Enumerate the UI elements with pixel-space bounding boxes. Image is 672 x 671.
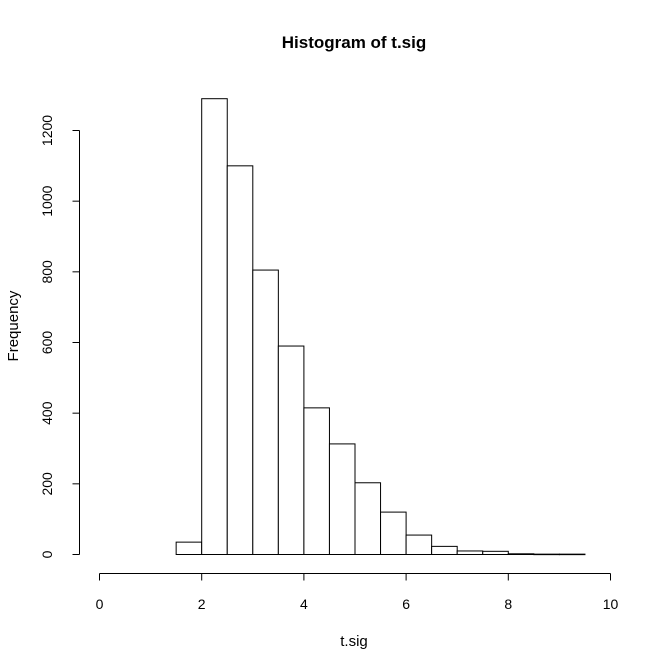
y-tick-label: 400	[39, 401, 55, 425]
y-tick-label: 1200	[39, 115, 55, 146]
y-tick-label: 0	[39, 550, 55, 558]
x-tick-label: 2	[198, 596, 206, 612]
histogram-bar	[226, 165, 254, 555]
histogram-bar	[533, 553, 560, 556]
histogram-bar	[558, 553, 586, 556]
y-axis-label: Frequency	[5, 290, 22, 361]
histogram-bar	[431, 545, 458, 556]
histogram-bar	[507, 553, 535, 556]
x-axis: 0 2 4 6 8 10	[96, 573, 619, 612]
y-tick-label: 800	[39, 260, 55, 284]
x-tick-label: 10	[603, 596, 619, 612]
histogram-bar	[252, 269, 279, 555]
chart-title: Histogram of t.sig	[282, 33, 427, 52]
x-tick-label: 0	[96, 596, 104, 612]
histogram-bar	[482, 550, 509, 556]
y-tick-label: 200	[39, 472, 55, 496]
x-tick-label: 4	[300, 596, 308, 612]
y-axis: 0 200 400 600 800 1000 1200	[39, 115, 80, 558]
histogram-bar	[380, 511, 407, 555]
histogram-bar	[201, 98, 228, 555]
x-tick-label: 8	[504, 596, 512, 612]
histogram-bar	[328, 443, 356, 556]
histogram-bar	[405, 534, 433, 555]
histogram-bar	[277, 345, 305, 555]
y-tick-label: 1000	[39, 185, 55, 216]
histogram-bar	[456, 550, 484, 556]
histogram-bars	[175, 98, 586, 556]
histogram-bar	[354, 482, 382, 556]
y-tick-label: 600	[39, 331, 55, 355]
histogram-bar	[303, 407, 330, 555]
x-axis-label: t.sig	[340, 633, 368, 650]
x-tick-label: 6	[402, 596, 410, 612]
histogram-bar	[175, 541, 203, 556]
